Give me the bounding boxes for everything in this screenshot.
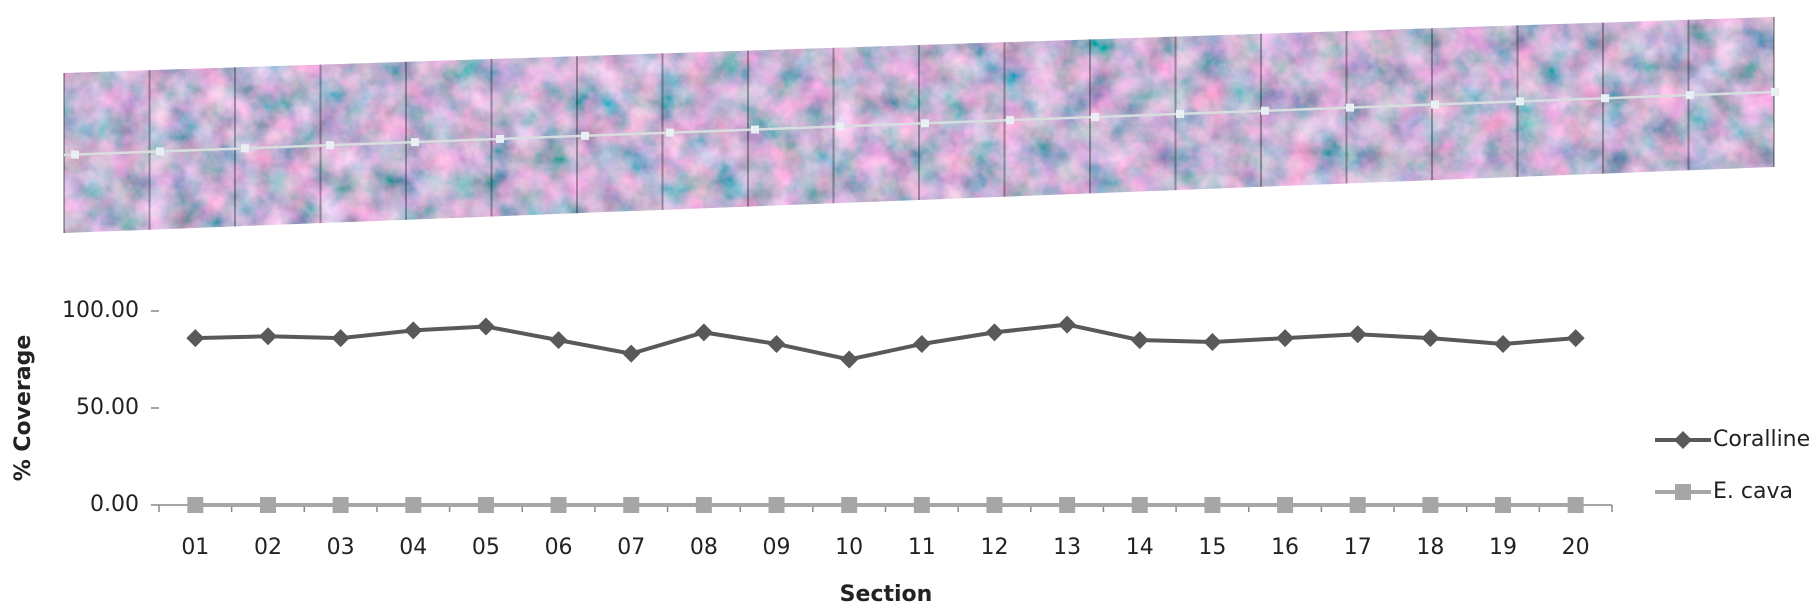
point xyxy=(259,327,277,345)
rope-marker xyxy=(1686,91,1694,99)
rope-marker xyxy=(1431,100,1439,108)
point xyxy=(187,497,203,513)
point xyxy=(477,318,495,336)
rope-marker xyxy=(411,138,419,146)
point xyxy=(1204,497,1220,513)
point xyxy=(623,497,639,513)
legend-label: Coralline xyxy=(1713,427,1810,452)
rope-marker xyxy=(1261,107,1269,115)
rope-marker xyxy=(496,135,504,143)
rope-marker xyxy=(1091,113,1099,121)
photo-mosaic xyxy=(64,17,1779,233)
point xyxy=(1567,329,1585,347)
rope-marker xyxy=(666,129,674,137)
point xyxy=(1058,316,1076,334)
rope-marker xyxy=(751,126,759,134)
x-tick-label: 16 xyxy=(1271,535,1299,560)
x-tick-label: 17 xyxy=(1344,535,1372,560)
point xyxy=(1495,497,1511,513)
x-tick-label: 19 xyxy=(1489,535,1517,560)
point xyxy=(986,497,1002,513)
point xyxy=(404,321,422,339)
point xyxy=(1059,497,1075,513)
rope-marker xyxy=(581,132,589,140)
x-axis-title: Section xyxy=(840,582,933,607)
rope-marker xyxy=(241,144,249,152)
rope-marker xyxy=(326,141,334,149)
y-axis-title: % Coverage xyxy=(11,335,36,482)
x-tick-label: 07 xyxy=(617,535,645,560)
rope-marker xyxy=(156,147,164,155)
point xyxy=(551,497,567,513)
x-tick-label: 05 xyxy=(472,535,500,560)
point xyxy=(696,497,712,513)
x-tick-label: 09 xyxy=(763,535,791,560)
point xyxy=(914,497,930,513)
point xyxy=(333,497,349,513)
x-tick-label: 15 xyxy=(1198,535,1226,560)
point xyxy=(260,497,276,513)
legend-label: E. cava xyxy=(1713,479,1793,504)
rope-marker xyxy=(921,119,929,127)
rope-marker xyxy=(1346,104,1354,112)
rope-marker xyxy=(71,151,79,159)
figure: Section % Coverage 0.00 50.00 100.00 01 02 03… xyxy=(0,0,1820,612)
series-line xyxy=(195,325,1575,360)
point xyxy=(1276,329,1294,347)
x-tick-label: 13 xyxy=(1053,535,1081,560)
x-tick-label: 08 xyxy=(690,535,718,560)
point xyxy=(695,323,713,341)
rope-marker xyxy=(1771,88,1779,96)
point xyxy=(1132,497,1148,513)
point xyxy=(332,329,350,347)
point xyxy=(405,497,421,513)
point xyxy=(1494,335,1512,353)
point xyxy=(1203,333,1221,351)
point xyxy=(478,497,494,513)
x-tick-label: 11 xyxy=(908,535,936,560)
x-tick-label: 20 xyxy=(1562,535,1590,560)
point xyxy=(769,497,785,513)
x-tick-label: 04 xyxy=(399,535,427,560)
y-tick-label: 50.00 xyxy=(76,395,139,420)
legend-marker xyxy=(1675,484,1691,500)
x-tick-label: 02 xyxy=(254,535,282,560)
point xyxy=(1568,497,1584,513)
x-tick-label: 14 xyxy=(1126,535,1154,560)
point xyxy=(913,335,931,353)
point xyxy=(1350,497,1366,513)
rope-marker xyxy=(1176,110,1184,118)
x-tick-label: 18 xyxy=(1416,535,1444,560)
x-tick-label: 01 xyxy=(181,535,209,560)
point xyxy=(840,351,858,369)
point xyxy=(1422,497,1438,513)
rope-marker xyxy=(1516,97,1524,105)
rope-marker xyxy=(1601,94,1609,102)
point xyxy=(1421,329,1439,347)
point xyxy=(1277,497,1293,513)
x-tick-label: 10 xyxy=(835,535,863,560)
legend-marker xyxy=(1674,431,1692,449)
point xyxy=(186,329,204,347)
x-tick-label: 06 xyxy=(545,535,573,560)
point xyxy=(985,323,1003,341)
point xyxy=(1349,325,1367,343)
point xyxy=(768,335,786,353)
x-tick-label: 03 xyxy=(327,535,355,560)
rope-marker xyxy=(836,122,844,130)
rope-marker xyxy=(1006,116,1014,124)
point xyxy=(1131,331,1149,349)
point xyxy=(841,497,857,513)
y-tick-label: 100.00 xyxy=(62,298,139,323)
y-tick-label: 0.00 xyxy=(90,492,139,517)
x-tick-label: 12 xyxy=(980,535,1008,560)
point xyxy=(550,331,568,349)
point xyxy=(622,345,640,363)
